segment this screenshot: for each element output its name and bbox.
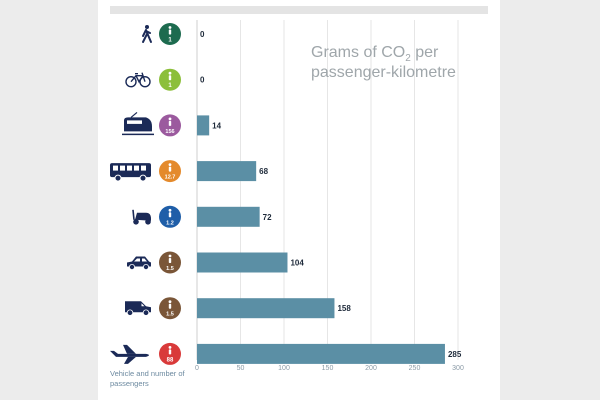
chart-panel [98,0,500,400]
wheel [126,309,134,316]
wheel [133,219,139,225]
value-label: 104 [290,259,304,268]
passenger-badge: 88 [159,342,181,365]
van-body [125,301,151,313]
passenger-badge: 156 [159,114,181,137]
person-icon [168,254,172,258]
passenger-count: 156 [165,129,174,135]
person-icon [168,71,172,75]
bus-icon [110,163,151,182]
bar-train [197,115,210,136]
value-label: 285 [448,350,462,359]
passenger-count: 1.2 [166,220,174,226]
person-icon [168,26,172,29]
walking-person-icon [142,25,152,43]
van-icon [125,301,151,316]
passenger-count: 1 [168,38,172,44]
bus-window [141,165,146,171]
vehicle-icons [110,25,154,364]
person-icon [168,346,172,349]
body [142,29,152,43]
train-windows [127,120,142,124]
van-window [141,303,145,307]
bus-window [127,165,132,171]
bar-scooter [197,206,260,227]
x-tick-label: 150 [322,365,334,372]
x-tick-label: 100 [278,365,290,372]
airplane-wing [123,344,136,354]
bus-window [134,165,139,171]
header-strip [110,6,488,14]
person-icon [168,212,172,218]
value-label: 158 [337,304,351,313]
person-icon [168,349,172,355]
value-label: 0 [200,76,205,85]
bus-window [120,165,125,171]
car-window [134,258,147,262]
x-tick-label: 0 [195,365,199,372]
person-icon [168,303,172,309]
scooter-body [135,212,151,221]
bar-airplane [197,343,445,364]
person-icon [168,163,172,167]
value-labels: 0 0 14 68 72 104 158 285 [200,30,462,359]
bicycle-icon [125,72,151,88]
x-tick-label: 50 [237,365,245,372]
wheel [139,75,151,88]
wheel [128,263,135,270]
passenger-badge: 1 [159,23,181,45]
train-body [124,117,152,132]
x-tick-label: 300 [452,365,464,372]
bar-bus [197,161,257,182]
person-icon [168,166,172,172]
wheel [142,263,149,270]
passenger-badge: 1.2 [159,205,181,228]
bus-window [113,165,118,171]
frame [130,72,146,84]
person-icon [168,117,172,121]
value-label: 72 [263,213,272,222]
passenger-badges: 1 1 156 12.7 1.2 1.5 1.5 88 [159,23,181,365]
person-icon [168,29,172,35]
passenger-count: 1 [168,83,172,89]
train-icon [122,111,154,136]
value-label: 0 [200,30,205,39]
value-label: 14 [212,121,221,130]
person-icon [168,208,172,212]
head [145,25,149,29]
airplane-icon [110,344,149,364]
x-tick-label: 250 [409,365,421,372]
passenger-count: 12.7 [165,175,176,181]
airplane-wing [124,356,136,364]
wheel [142,309,150,316]
x-tick-labels: 0 50 100 150 200 250 300 [195,365,464,372]
wheel [145,219,151,225]
wheel [125,75,137,88]
wheel [114,174,122,182]
passenger-badge: 1.5 [159,251,181,274]
bar-van [197,298,335,319]
value-label: 68 [259,167,268,176]
person-icon [168,75,172,81]
wheel [139,174,147,182]
passenger-count: 1.5 [166,312,174,318]
passenger-badge: 1 [159,68,181,91]
chart-title: Grams of CO2 per passenger-kilometre [311,44,456,81]
bars [197,115,445,364]
passenger-badge: 12.7 [159,160,181,183]
car-icon [127,256,151,270]
y-axis-caption: Vehicle and number of passengers [110,369,185,388]
person-icon [168,300,172,304]
passenger-count: 1.5 [166,266,174,272]
handlebar [132,209,135,220]
x-tick-label: 200 [365,365,377,372]
pantograph [130,111,138,118]
person-icon [168,258,172,263]
scooter-icon [132,209,151,225]
passenger-count: 88 [167,357,174,363]
passenger-badge: 1.5 [159,297,181,320]
bar-car [197,252,288,273]
person-icon [168,120,172,126]
